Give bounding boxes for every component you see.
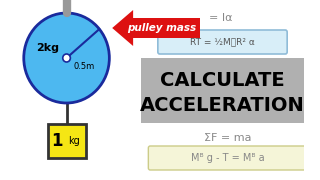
Text: CALCULATE: CALCULATE — [160, 71, 285, 89]
Text: kg: kg — [68, 136, 80, 146]
Text: 0.5m: 0.5m — [73, 62, 94, 71]
Polygon shape — [112, 10, 133, 46]
Text: 1: 1 — [51, 132, 63, 150]
FancyBboxPatch shape — [158, 30, 287, 54]
Text: ΣF = ma: ΣF = ma — [204, 133, 252, 143]
FancyBboxPatch shape — [48, 124, 85, 158]
FancyBboxPatch shape — [125, 18, 200, 38]
FancyBboxPatch shape — [148, 146, 308, 170]
Text: = Iα: = Iα — [209, 13, 233, 23]
Text: RT = ½M₝R² α: RT = ½M₝R² α — [190, 37, 255, 46]
Text: Mᴮ g - T = Mᴮ a: Mᴮ g - T = Mᴮ a — [191, 153, 265, 163]
Text: pulley mass: pulley mass — [127, 23, 196, 33]
Circle shape — [24, 13, 109, 103]
Circle shape — [63, 54, 70, 62]
FancyBboxPatch shape — [141, 58, 304, 123]
Text: ACCELERATION: ACCELERATION — [140, 96, 305, 114]
Text: 2kg: 2kg — [36, 43, 59, 53]
